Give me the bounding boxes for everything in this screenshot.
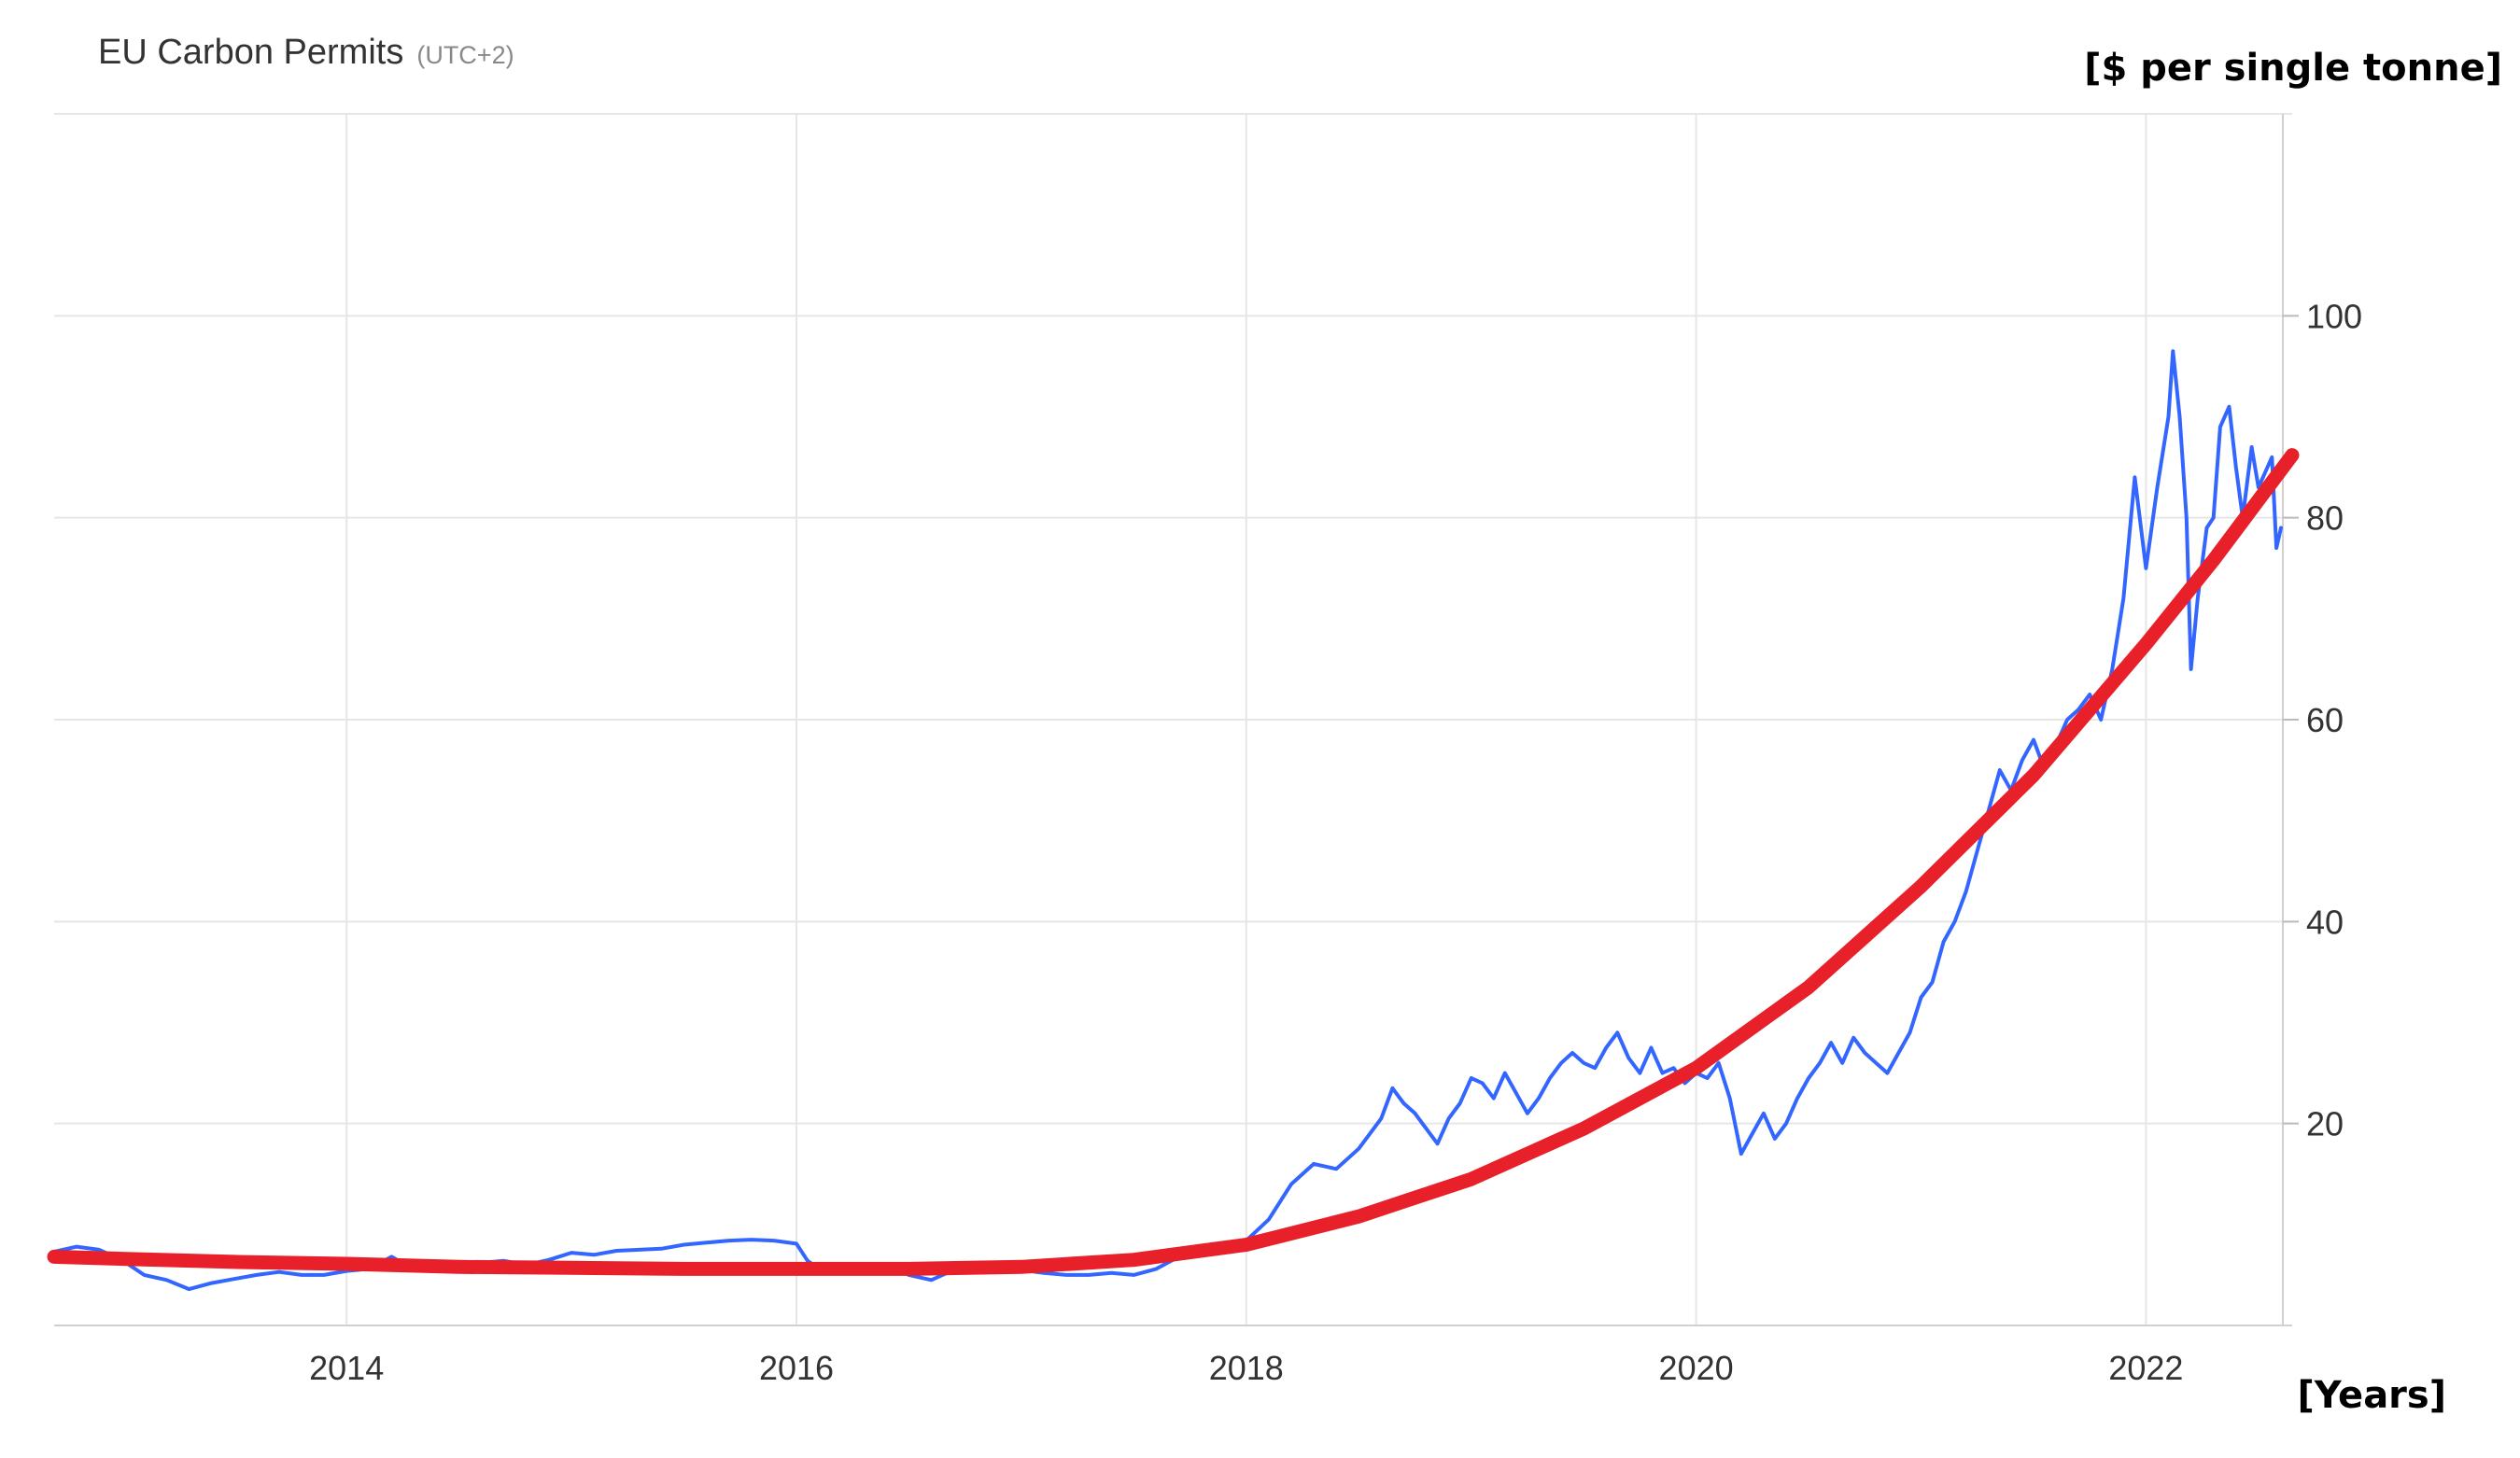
price-line	[52, 349, 2283, 1292]
x-tick-label: 2022	[2108, 1349, 2183, 1387]
chart-subtitle: (UTC+2)	[416, 41, 514, 69]
y-tick-label: 60	[2306, 701, 2344, 739]
axes	[54, 114, 2299, 1326]
x-tick-label: 2014	[309, 1349, 384, 1387]
y-tick-label: 40	[2306, 903, 2344, 941]
chart-title: EU Carbon Permits	[98, 33, 403, 72]
y-axis-label: [$ per single tonne]	[2084, 47, 2502, 90]
y-tick-label: 100	[2306, 297, 2362, 335]
x-tick-labels: 2014 2016 2018 2020 2022	[309, 1349, 2183, 1387]
x-tick-label: 2020	[1659, 1349, 1734, 1387]
grid-lines	[54, 113, 2292, 1325]
x-axis-label: [Years]	[2297, 1374, 2446, 1417]
chart-title-group: EU Carbon Permits (UTC+2)	[98, 33, 514, 72]
y-tick-labels: 20 40 60 80 100	[2306, 297, 2362, 1143]
x-tick-label: 2018	[1209, 1349, 1284, 1387]
y-tick-label: 80	[2306, 499, 2344, 538]
y-tick-label: 20	[2306, 1105, 2344, 1143]
x-tick-label: 2016	[759, 1349, 834, 1387]
trend-line	[47, 448, 2300, 1276]
series-layer	[47, 349, 2300, 1292]
